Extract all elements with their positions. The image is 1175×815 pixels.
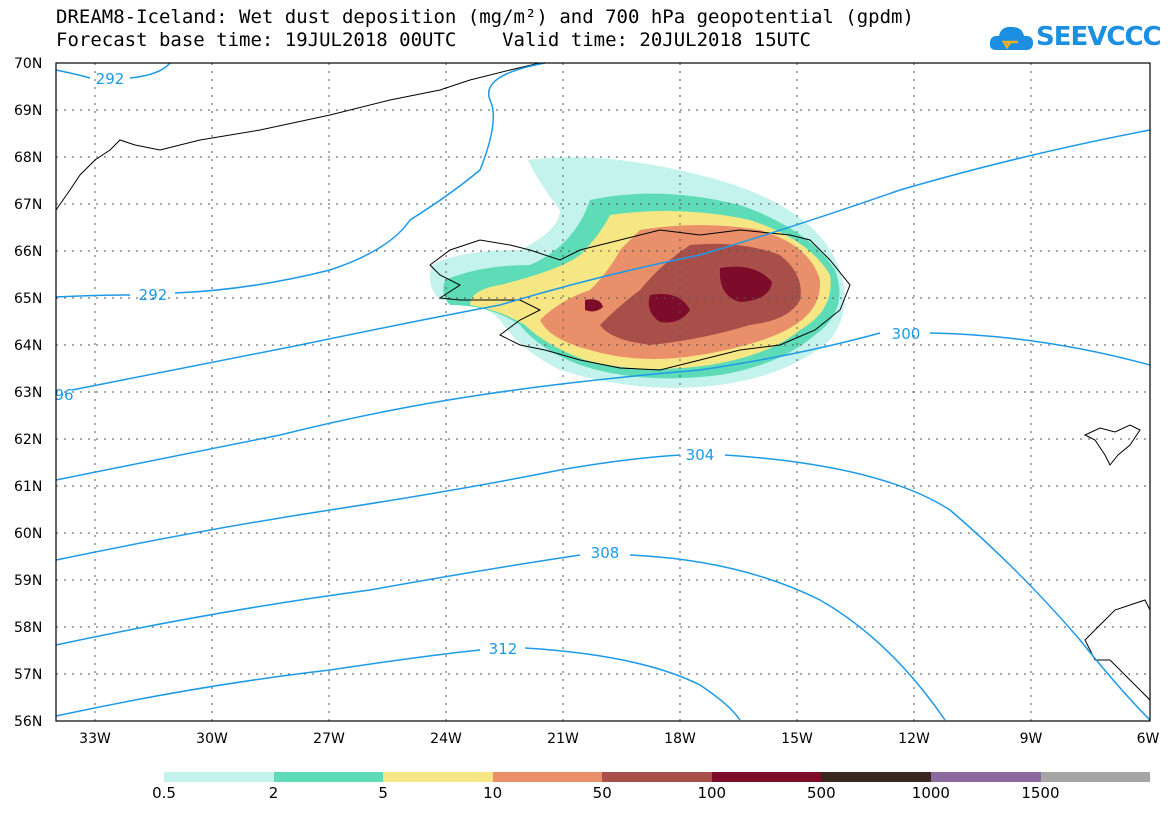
longitude-labels: 33W 30W 27W 24W 21W 18W 15W 12W 9W 6W — [79, 731, 1159, 747]
legend-swatch — [1040, 772, 1151, 782]
contour-308 — [55, 554, 946, 721]
contour-label-312: 312 — [489, 640, 518, 658]
contour-label-292-north: 292 — [96, 70, 125, 88]
lon-label: 27W — [313, 731, 345, 747]
legend-label: 100 — [697, 784, 727, 802]
lon-label: 6W — [1137, 731, 1160, 747]
color-legend — [164, 772, 1151, 782]
faroe-coast — [1083, 424, 1141, 466]
legend-label: 500 — [807, 784, 836, 802]
lon-label: 15W — [781, 731, 813, 747]
map-title: DREAM8-Iceland: Wet dust deposition (mg/… — [56, 6, 914, 28]
legend-label: 5 — [378, 784, 388, 802]
lat-label: 59N — [14, 573, 42, 589]
geopotential-contours — [55, 62, 1151, 721]
legend-swatch — [492, 772, 603, 782]
lon-label: 18W — [664, 731, 696, 747]
lat-label: 61N — [14, 479, 42, 495]
lat-label: 57N — [14, 667, 42, 683]
legend-label: 1000 — [911, 784, 950, 802]
legend-label: 10 — [483, 784, 503, 802]
legend-swatch — [383, 772, 493, 782]
lat-label: 68N — [14, 150, 42, 166]
deposition-100-b — [648, 294, 690, 323]
contour-labels: 292 292 96 300 304 308 312 — [54, 70, 920, 658]
dust-deposition-field — [429, 157, 845, 388]
greenland-coast — [55, 62, 541, 211]
seevccc-logo: SEEVCCC — [988, 18, 1162, 58]
lat-label: 65N — [14, 291, 42, 307]
contour-304 — [55, 454, 1151, 721]
iceland-coast — [429, 229, 851, 371]
contour-296 — [71, 129, 1151, 391]
lon-label: 12W — [898, 731, 930, 747]
contour-312 — [55, 647, 741, 721]
legend-swatch — [711, 772, 822, 782]
lon-label: 33W — [79, 731, 111, 747]
forecast-times: Forecast base time: 19JUL2018 00UTC Vali… — [56, 29, 811, 51]
lon-label: 30W — [196, 731, 228, 747]
contour-292-a — [55, 62, 171, 79]
lat-label: 62N — [14, 432, 42, 448]
deposition-100-c — [585, 299, 603, 312]
contour-292-b — [55, 62, 546, 298]
legend-swatch — [602, 772, 712, 782]
legend-swatch — [164, 772, 274, 782]
lat-label: 58N — [14, 620, 42, 636]
lat-label: 60N — [14, 526, 42, 542]
lat-label: 56N — [14, 714, 42, 730]
logo-text: SEEVCCC — [1036, 22, 1162, 52]
contour-label-308: 308 — [591, 544, 620, 562]
lon-label: 24W — [430, 731, 462, 747]
lon-label: 9W — [1020, 731, 1043, 747]
legend-swatch — [821, 772, 931, 782]
latitude-labels: 70N 69N 68N 67N 66N 65N 64N 63N 62N 61N … — [14, 56, 42, 730]
legend-label: 2 — [268, 784, 279, 802]
contour-label-296: 96 — [54, 386, 73, 404]
legend-label: 0.5 — [152, 784, 176, 802]
map-frame — [55, 62, 1151, 722]
contour-label-292: 292 — [139, 286, 168, 304]
lat-label: 63N — [14, 385, 42, 401]
lon-label: 21W — [547, 731, 579, 747]
lat-label: 64N — [14, 338, 42, 354]
legend-swatch — [930, 772, 1041, 782]
legend-swatch — [273, 772, 384, 782]
contour-300 — [55, 332, 1151, 481]
contour-label-304: 304 — [686, 446, 715, 464]
lat-label: 67N — [14, 197, 42, 213]
lat-label: 70N — [14, 56, 42, 72]
deposition-100-a — [719, 266, 772, 302]
graticule — [56, 63, 1150, 721]
lat-label: 66N — [14, 244, 42, 260]
contour-label-300: 300 — [892, 325, 921, 343]
lat-label: 69N — [14, 103, 42, 119]
cloud-icon — [989, 26, 1033, 50]
legend-label: 1500 — [1021, 784, 1060, 802]
legend-label: 50 — [592, 784, 612, 802]
